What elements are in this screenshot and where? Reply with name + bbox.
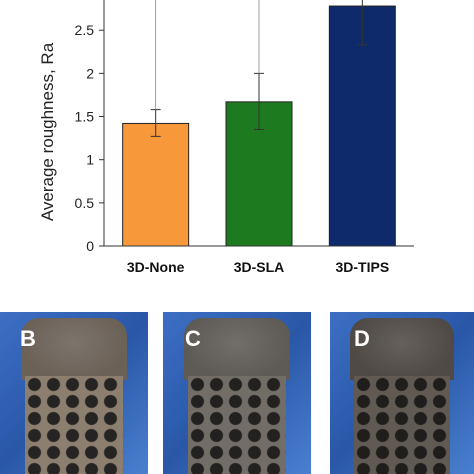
y-tick-label: 0 [86, 238, 94, 254]
scaffold-lattice [354, 376, 450, 474]
scaffold-image [350, 318, 454, 474]
scaffold-cap [183, 318, 291, 380]
bar-chart: Average roughness, Ra 0 0.5 1 1.5 2 2.5 3D-No… [38, 0, 414, 275]
bar-3d-none [122, 122, 190, 247]
y-tick-label: 2 [86, 65, 94, 81]
panel-label-b: B [20, 326, 36, 351]
x-tick-label: 3D-SLA [234, 259, 285, 275]
panel-label-c: C [185, 326, 201, 351]
panel-label-d: D [354, 326, 370, 351]
y-tick-label: 1 [86, 152, 94, 168]
y-tick-label: 1.5 [75, 109, 95, 125]
x-tick-label: 3D-None [127, 259, 185, 275]
x-axis: 3D-None 3D-SLA 3D-TIPS [104, 245, 414, 275]
scaffold-lattice [24, 376, 124, 474]
y-axis: 0 0.5 1 1.5 2 2.5 [75, 0, 105, 254]
x-tick-label: 3D-TIPS [335, 259, 389, 275]
bar-3d-tips [328, 5, 396, 247]
y-axis-title: Average roughness, Ra [38, 42, 57, 221]
scaffold-image [183, 318, 291, 474]
scaffold-cap [350, 318, 454, 380]
scaffold-cap [20, 318, 128, 380]
y-tick-label: 0.5 [75, 195, 95, 211]
y-tick-label: 2.5 [75, 22, 95, 38]
bars [122, 0, 396, 247]
scaffold-image [20, 318, 128, 474]
photo-panel-d: D [330, 312, 474, 474]
scaffold-photos: B C D [0, 312, 474, 474]
photo-panel-c: C [163, 312, 311, 474]
photo-panel-b: B [0, 312, 148, 474]
scaffold-lattice [187, 376, 287, 474]
